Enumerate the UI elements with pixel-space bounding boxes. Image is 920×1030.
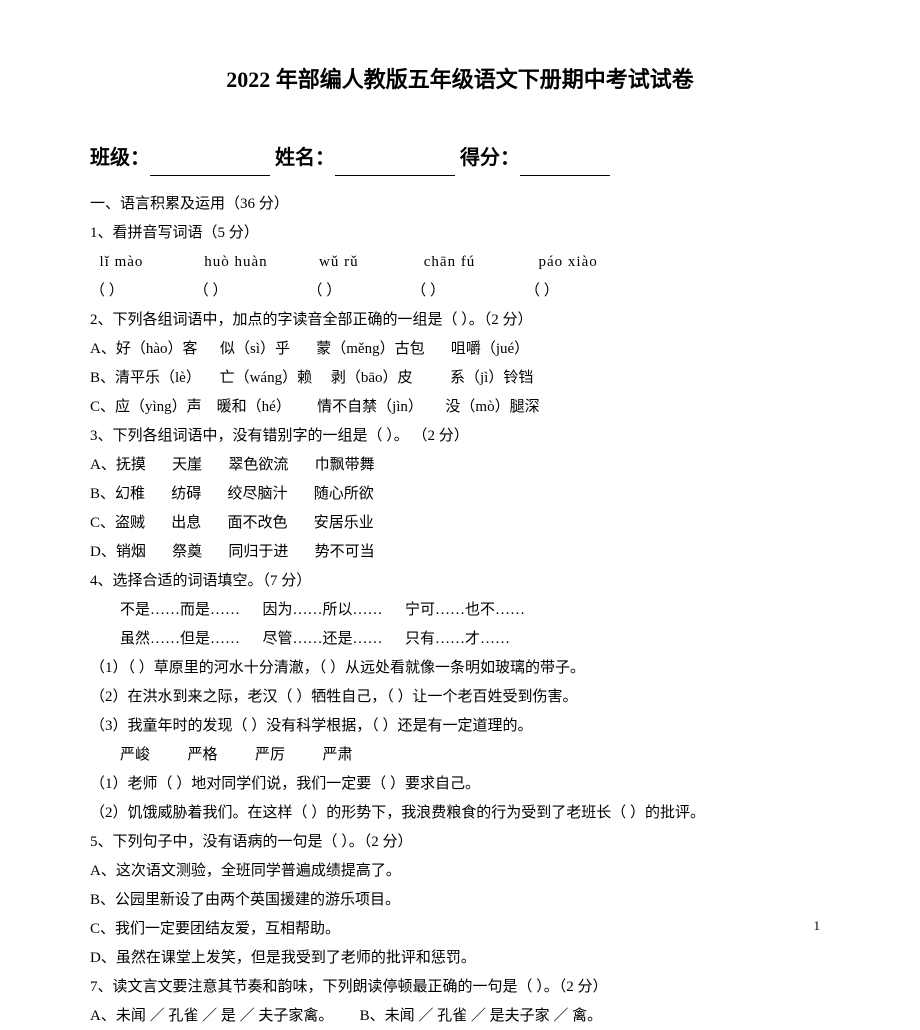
q3-optD: D、销烟 祭奠 同归于进 势不可当	[90, 539, 830, 566]
q2-optA: A、好（hào）客 似（sì）乎 蒙（měng）古包 咀嚼（jué）	[90, 336, 830, 363]
score-label: 得分：	[460, 147, 520, 169]
pinyin-5: páo xiào	[539, 249, 649, 276]
q3-optB: B、幻稚 纺碍 绞尽脑汁 随心所欲	[90, 481, 830, 508]
q2-optB: B、清平乐（lè） 亡（wáng）赖 剥（bāo）皮 系（jì）铃铛	[90, 365, 830, 392]
q7-optA: A、未闻 ／ 孔雀 ／ 是 ／ 夫子家禽。 B、未闻 ／ 孔雀 ／ 是夫子家 ／…	[90, 1003, 830, 1030]
q1-prompt: 1、看拼音写词语（5 分）	[90, 220, 830, 247]
class-blank	[150, 152, 270, 176]
bracket-5: （ ）	[525, 278, 635, 305]
section1-heading: 一、语言积累及运用（36 分）	[90, 191, 830, 218]
bracket-1: （ ）	[90, 278, 190, 305]
q1-pinyin-row: lǐ mào huò huàn wǔ rǔ chān fú páo xiào	[90, 249, 830, 276]
q1-bracket-row: （ ） （ ） （ ） （ ） （ ）	[90, 278, 830, 305]
q4-wordbank1: 不是……而是…… 因为……所以…… 宁可……也不……	[90, 597, 830, 624]
q7-prompt: 7、读文言文要注意其节奏和韵味，下列朗读停顿最正确的一句是（ ）。（2 分）	[90, 974, 830, 1001]
pinyin-4: chān fú	[424, 249, 534, 276]
bracket-2: （ ）	[194, 278, 304, 305]
page-number: 1	[814, 914, 821, 937]
q2-optC: C、应（yìng）声 暖和（hé） 情不自禁（jìn） 没（mò）腿深	[90, 394, 830, 421]
q4-s5: （2）饥饿威胁着我们。在这样（ ）的形势下，我浪费粮食的行为受到了老班长（ ）的…	[90, 800, 830, 827]
pinyin-3: wǔ rǔ	[319, 249, 419, 276]
q4-s3: （3）我童年时的发现（ ）没有科学根据，（ ）还是有一定道理的。	[90, 713, 830, 740]
q4-s1: （1）（ ）草原里的河水十分清澈，（ ）从远处看就像一条明如玻璃的带子。	[90, 655, 830, 682]
q2-prompt: 2、下列各组词语中，加点的字读音全部正确的一组是（ ）。（2 分）	[90, 307, 830, 334]
q3-prompt: 3、下列各组词语中，没有错别字的一组是（ ）。 （2 分）	[90, 423, 830, 450]
pinyin-1: lǐ mào	[100, 249, 200, 276]
q4-s2: （2）在洪水到来之际，老汉（ ）牺牲自己，（ ）让一个老百姓受到伤害。	[90, 684, 830, 711]
page-title: 2022 年部编人教版五年级语文下册期中考试试卷	[90, 60, 830, 100]
bracket-4: （ ）	[411, 278, 521, 305]
q5-optD: D、虽然在课堂上发笑，但是我受到了老师的批评和惩罚。	[90, 945, 830, 972]
pinyin-2: huò huàn	[204, 249, 314, 276]
q3-optC: C、盗贼 出息 面不改色 安居乐业	[90, 510, 830, 537]
q4-s4: （1）老师（ ）地对同学们说，我们一定要（ ）要求自己。	[90, 771, 830, 798]
class-label: 班级：	[90, 147, 150, 169]
q5-optC: C、我们一定要团结友爱，互相帮助。	[90, 916, 830, 943]
name-label: 姓名：	[275, 147, 335, 169]
q4-wordbank2: 虽然……但是…… 尽管……还是…… 只有……才……	[90, 626, 830, 653]
q4-prompt: 4、选择合适的词语填空。（7 分）	[90, 568, 830, 595]
q5-optA: A、这次语文测验，全班同学普遍成绩提高了。	[90, 858, 830, 885]
q4-wordbank3: 严峻 严格 严厉 严肃	[90, 742, 830, 769]
header-fields: 班级： 姓名： 得分：	[90, 140, 830, 176]
q5-prompt: 5、下列句子中，没有语病的一句是（ ）。（2 分）	[90, 829, 830, 856]
q5-optB: B、公园里新设了由两个英国援建的游乐项目。	[90, 887, 830, 914]
name-blank	[335, 152, 455, 176]
bracket-3: （ ）	[308, 278, 408, 305]
score-blank	[520, 152, 610, 176]
q3-optA: A、抚摸 天崖 翠色欲流 巾飘带舞	[90, 452, 830, 479]
